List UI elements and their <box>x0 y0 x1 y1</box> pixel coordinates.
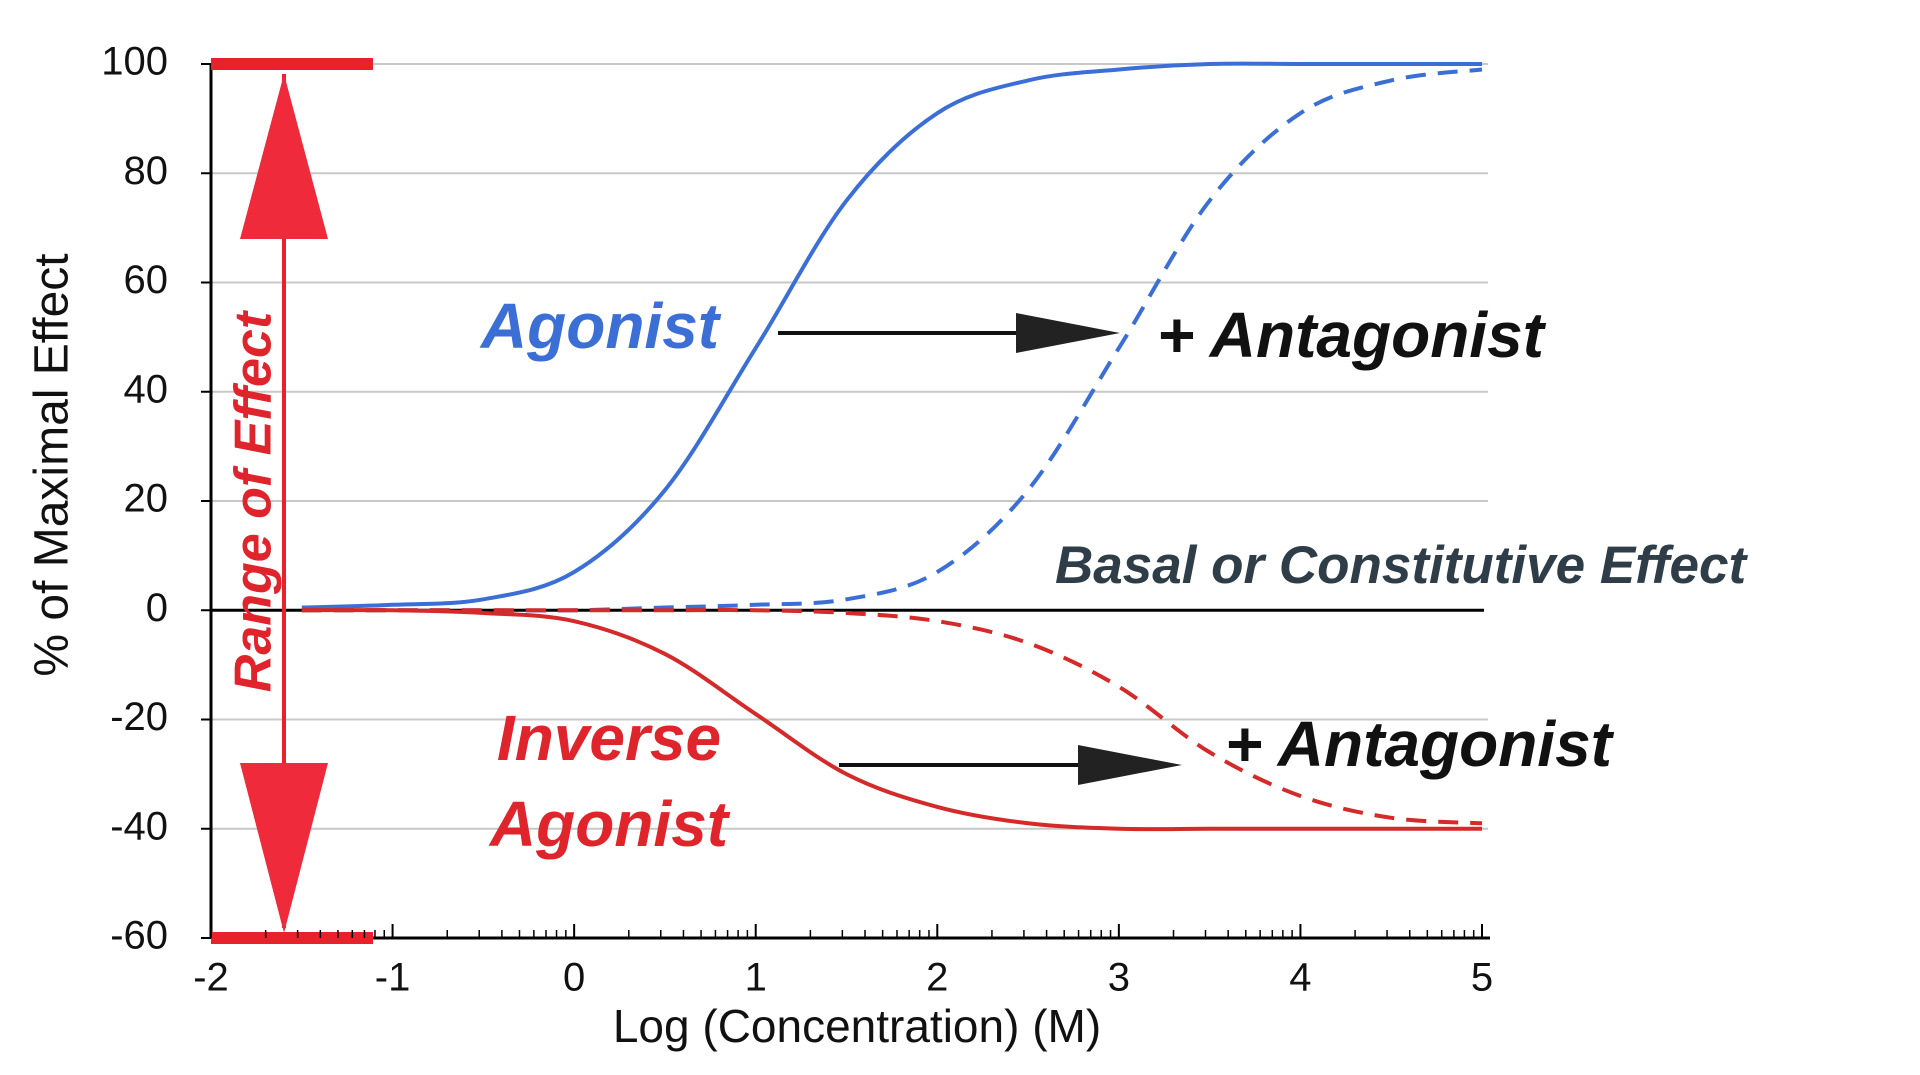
y-tick-label: -60 <box>110 914 168 958</box>
antagonist-label: + Antagonist <box>1225 708 1615 780</box>
shift-arrows <box>778 313 1182 785</box>
x-tick-label: 1 <box>745 956 767 1000</box>
arrow-head <box>1016 313 1120 353</box>
range-label: Range of Effect <box>225 309 283 692</box>
x-tick-label: -2 <box>193 956 229 1000</box>
y-tick-label: 80 <box>124 149 169 193</box>
y-tick-label: -20 <box>110 695 168 739</box>
y-tick-label: 40 <box>124 367 169 411</box>
range-head <box>240 74 328 239</box>
x-tick-label: 3 <box>1108 956 1130 1000</box>
range-of-effect-arrow <box>211 58 373 944</box>
curve <box>301 608 1483 826</box>
x-tick-label: 5 <box>1471 956 1493 1000</box>
x-tick-label: 2 <box>926 956 948 1000</box>
x-tick-label: 0 <box>563 956 585 1000</box>
antagonist-label: + Antagonist <box>1157 299 1547 371</box>
y-tick-label: -40 <box>110 804 168 848</box>
curve <box>301 608 1482 832</box>
x-tick-label: -1 <box>375 956 411 1000</box>
range-head <box>240 763 328 933</box>
y-tick-label: 0 <box>146 586 168 630</box>
inverse-agonist-label: Agonist <box>488 788 731 860</box>
arrow-head <box>1078 745 1182 785</box>
inverse-agonist-label: Inverse <box>497 702 721 774</box>
y-tick-label: 60 <box>124 258 169 302</box>
y-tick-label: 100 <box>101 40 168 84</box>
basal-label: Basal or Constitutive Effect <box>1055 536 1748 595</box>
y-tick-label: 20 <box>124 477 169 521</box>
curves <box>301 61 1483 832</box>
y-axis-title: % of Maximal Effect <box>26 253 79 676</box>
curve <box>301 61 1482 610</box>
agonist-label: Agonist <box>479 290 722 362</box>
x-tick-label: 4 <box>1289 956 1311 1000</box>
x-axis-title: Log (Concentration) (M) <box>613 1000 1101 1052</box>
